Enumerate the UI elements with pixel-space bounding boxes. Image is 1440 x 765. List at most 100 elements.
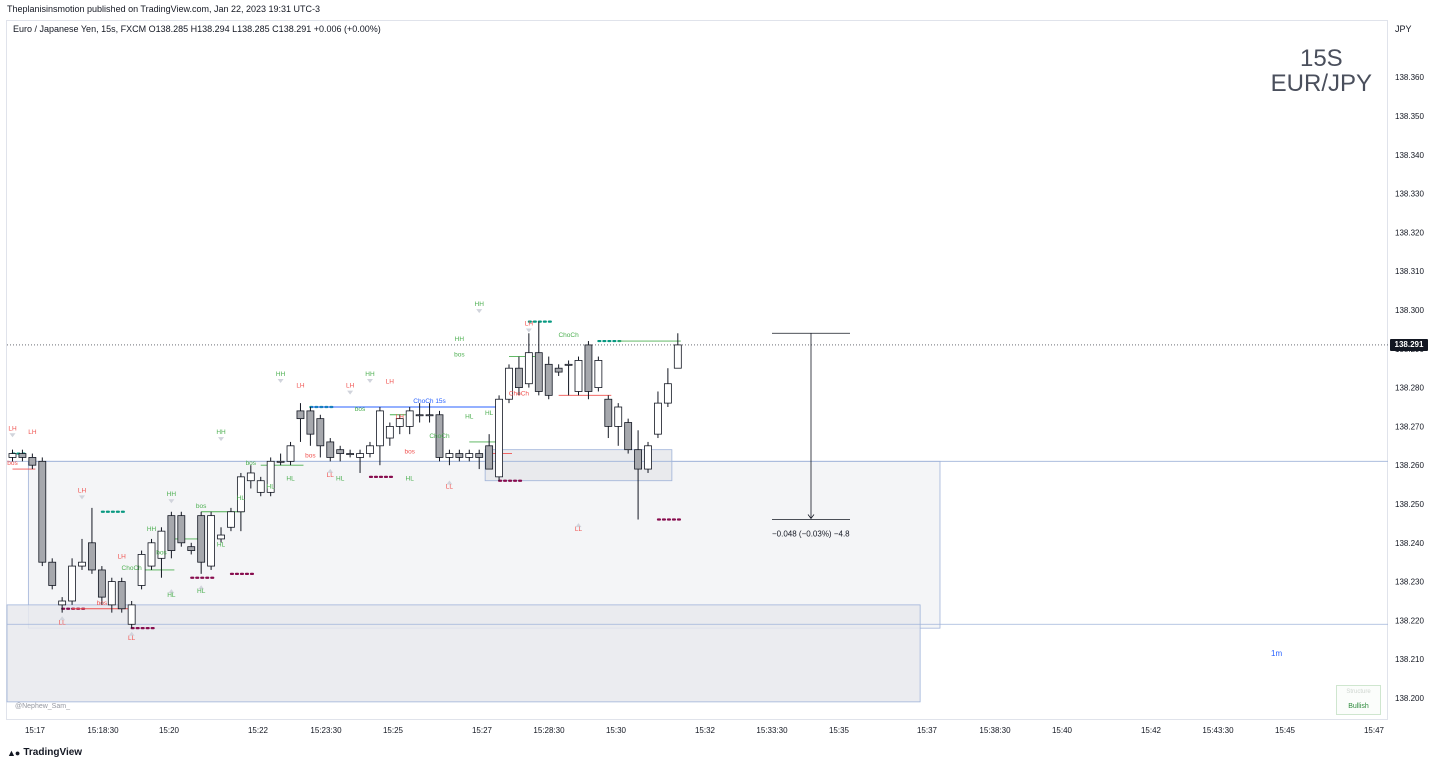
candle-body	[207, 515, 216, 567]
candle-body	[376, 410, 384, 447]
candle-body	[316, 418, 325, 447]
structure-label: HH	[167, 491, 177, 498]
candle-body	[505, 367, 513, 400]
candle	[574, 356, 583, 396]
price-tick-label: 138.350	[1395, 112, 1424, 121]
tradingview-brand[interactable]: ▲● TradingView	[7, 747, 82, 758]
swing-marker-icon	[575, 523, 582, 528]
chart-pane[interactable]	[6, 20, 1388, 720]
structure-label: HH	[147, 526, 157, 533]
swing-marker-icon	[277, 378, 284, 383]
price-tick-label: 138.300	[1395, 306, 1424, 315]
measure-label: −0.048 (−0.03%) −4.8	[772, 530, 850, 539]
candle-body	[485, 445, 494, 470]
candle-body	[495, 398, 503, 478]
structure-label: HH	[365, 371, 375, 378]
structure-label: LH	[8, 425, 17, 432]
candle	[673, 333, 682, 369]
candle	[465, 449, 474, 462]
structure-label: HL	[286, 476, 295, 483]
publish-info: Theplanisinsmotion published on TradingV…	[7, 4, 321, 14]
candle	[187, 542, 196, 555]
candle	[356, 449, 364, 473]
candle-body	[286, 445, 295, 462]
candle-body	[673, 344, 682, 369]
structure-label: bos	[196, 503, 207, 510]
time-tick-label: 15:33:30	[756, 726, 788, 735]
candle	[18, 449, 27, 462]
structure-title: Structure	[1346, 689, 1371, 695]
candle-body	[256, 480, 265, 493]
time-axis: 15:17 15:18:30 15:20 15:22 15:23:30 15:25 15:2…	[25, 726, 1385, 735]
symbol-legend[interactable]: Euro / Japanese Yen, 15s, FXCM O138.285 …	[13, 24, 381, 34]
candle-body	[624, 422, 633, 451]
structure-label: LL	[446, 483, 454, 490]
candle	[286, 441, 295, 466]
candle-body	[584, 344, 593, 392]
order-block-zone	[27, 460, 941, 629]
candle-body	[366, 445, 374, 454]
structure-label: LH	[78, 487, 87, 494]
structure-bias: Bullish	[1348, 703, 1369, 710]
candle	[316, 414, 325, 458]
time-tick-label: 15:23:30	[310, 726, 342, 735]
timeframe-label: 1m	[1271, 649, 1282, 658]
candle-body	[604, 398, 613, 427]
structure-label: LH	[396, 414, 405, 421]
candle	[117, 577, 126, 613]
candle	[415, 403, 424, 423]
structure-label: HH	[276, 371, 286, 378]
time-tick-label: 15:42	[1141, 726, 1162, 735]
price-tick-label: 138.310	[1395, 267, 1424, 276]
zones-layer: 1m	[6, 449, 1388, 703]
candle-body	[356, 453, 364, 458]
price-tick-label: 138.220	[1395, 616, 1424, 625]
candle	[515, 356, 523, 396]
candle-body	[117, 581, 126, 610]
candle	[296, 403, 305, 442]
current-price-tag: 138.291	[1390, 339, 1428, 351]
candle-body	[266, 460, 275, 493]
annotations-layer: LH LH bos LH LL bos LH LL ChoCh HH bos HH HL bos HL HL H…	[7, 301, 582, 642]
candle	[385, 422, 394, 446]
candle-body	[147, 542, 156, 567]
time-tick-label: 15:28:30	[533, 726, 565, 735]
candle-body	[534, 352, 543, 392]
candle-body	[227, 511, 235, 528]
candle-body	[663, 383, 672, 404]
structure-label: HL	[237, 495, 246, 502]
candle	[663, 368, 672, 407]
structure-label: LH	[525, 321, 534, 328]
time-tick-label: 15:17	[25, 726, 46, 735]
currency-unit[interactable]: JPY	[1395, 24, 1412, 34]
structure-label: LH	[346, 383, 355, 390]
candle-body	[107, 581, 116, 606]
candle	[167, 511, 176, 559]
time-tick-label: 15:18:30	[87, 726, 119, 735]
structure-label: HH	[216, 429, 226, 436]
candle	[544, 356, 553, 400]
swing-marker-icon	[218, 437, 225, 442]
candle	[276, 453, 285, 466]
levels-layer	[11, 320, 682, 630]
time-tick-label: 15:45	[1275, 726, 1296, 735]
candle-body	[445, 453, 454, 458]
candle	[654, 391, 662, 439]
structure-label: bos	[404, 449, 415, 456]
price-tick-label: 138.360	[1395, 73, 1424, 82]
candle-body	[78, 561, 86, 567]
swing-marker-icon	[347, 390, 354, 395]
candle-body	[405, 410, 414, 427]
candle	[336, 445, 345, 462]
structure-label: bos	[7, 460, 18, 467]
structure-label: HL	[485, 410, 494, 417]
candle	[306, 407, 315, 446]
candle-body	[236, 476, 245, 513]
candle	[505, 364, 513, 404]
candle-body	[177, 515, 186, 544]
candle-body	[137, 554, 146, 586]
time-tick-label: 15:37	[917, 726, 938, 735]
candle-body	[18, 453, 27, 458]
candle	[614, 403, 623, 446]
